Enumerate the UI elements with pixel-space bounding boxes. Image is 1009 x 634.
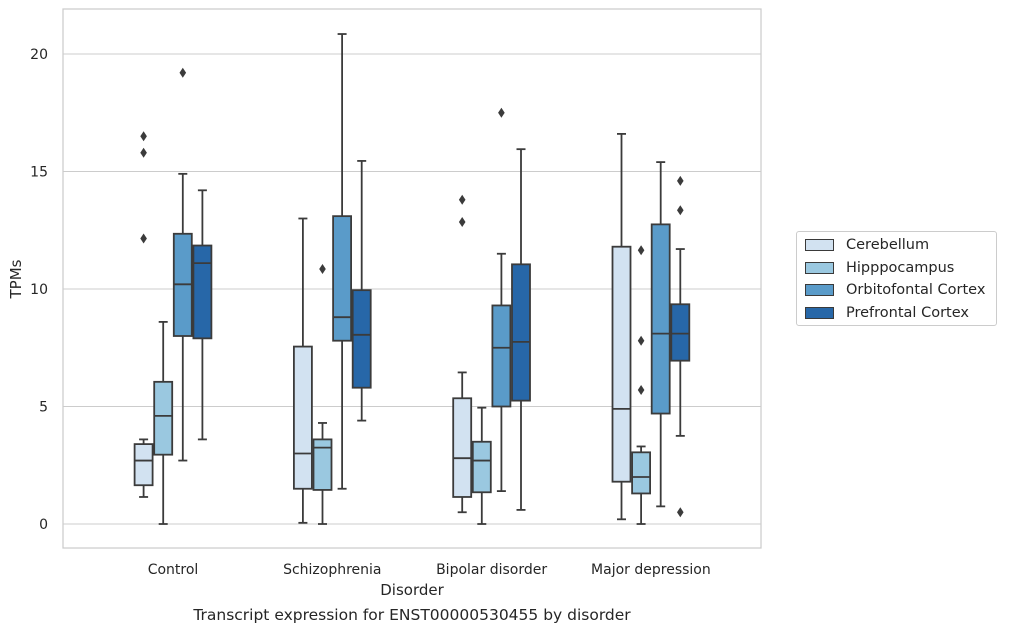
legend-item: Prefrontal Cortex [805, 302, 969, 324]
box [511, 263, 531, 402]
box [312, 438, 333, 491]
box-group [491, 107, 512, 493]
outlier-point [637, 335, 645, 346]
outlier-point [140, 131, 147, 142]
legend-label: Prefrontal Cortex [846, 304, 969, 321]
legend-item: Hipppocampus [805, 257, 954, 279]
box-group [172, 67, 193, 462]
outlier-point [140, 233, 147, 244]
legend-swatch [805, 284, 834, 296]
box [192, 244, 213, 340]
box-group [452, 194, 473, 514]
x-tick-labels: Control Schizophrenia Bipolar disorder Majo… [148, 562, 711, 578]
series-orbitofontal-cortex [172, 33, 671, 508]
x-tick-label: Major depression [591, 562, 711, 578]
legend-label: Orbitofontal Cortex [846, 282, 986, 298]
box [650, 223, 671, 415]
series-cerebellum [133, 131, 632, 524]
outlier-point [458, 194, 466, 205]
series-prefrontal-cortex [192, 148, 691, 518]
box [332, 215, 353, 342]
series-hipppocampus [153, 245, 651, 525]
outlier-point [498, 107, 505, 118]
box-group [670, 175, 691, 518]
box [471, 440, 492, 494]
box [670, 303, 691, 362]
box-group [650, 161, 671, 508]
legend-swatch [805, 239, 834, 251]
box-series [133, 33, 691, 525]
x-tick-label: Schizophrenia [283, 562, 381, 578]
legend-swatch [805, 306, 834, 319]
box-group [292, 217, 313, 524]
outlier-point [458, 217, 466, 228]
y-tick-label: 15 [30, 165, 48, 181]
box-group [511, 148, 531, 511]
outlier-point [140, 147, 147, 158]
legend-label: Cerebellum [846, 237, 930, 253]
box-group [332, 33, 353, 490]
legend-swatch [805, 261, 834, 274]
y-tick-label: 5 [39, 400, 48, 416]
box-group [192, 189, 213, 441]
outlier-point [637, 385, 645, 396]
legend-item: Orbitofontal Cortex [805, 279, 985, 301]
box [351, 289, 372, 389]
outlier-point [179, 67, 187, 78]
box [631, 451, 651, 495]
legend-label: Hipppocampus [846, 259, 955, 276]
box-group [351, 160, 372, 422]
plot-frame [62, 8, 762, 549]
y-tick-label: 20 [30, 47, 48, 63]
box-group [312, 264, 333, 525]
outlier-point [677, 205, 684, 216]
box [153, 380, 174, 456]
outlier-point [319, 264, 326, 275]
box [133, 443, 154, 487]
box [491, 304, 512, 408]
box-group [631, 245, 651, 525]
y-axis-label: TPMs [7, 259, 25, 299]
box-group [153, 320, 174, 525]
box [611, 245, 632, 483]
y-tick-label: 10 [30, 282, 48, 298]
outlier-point [677, 175, 684, 186]
box-group [471, 406, 492, 525]
outlier-point [637, 245, 645, 256]
y-tick-label: 0 [39, 517, 48, 533]
legend: Cerebellum Hipppocampus Orbitofontal Corte… [796, 231, 997, 326]
box [292, 345, 313, 490]
x-tick-label: Control [148, 562, 199, 578]
box-group [611, 132, 632, 521]
box-group [133, 131, 154, 498]
box [452, 397, 473, 498]
x-tick-label: Bipolar disorder [436, 562, 547, 578]
chart-caption: Transcript expression for ENST0000053045… [193, 606, 631, 624]
legend-item: Cerebellum [805, 234, 929, 256]
y-tick-labels: 0 5 10 15 20 [30, 47, 48, 533]
x-axis-label: Disorder [380, 581, 444, 599]
outlier-point [677, 507, 684, 518]
